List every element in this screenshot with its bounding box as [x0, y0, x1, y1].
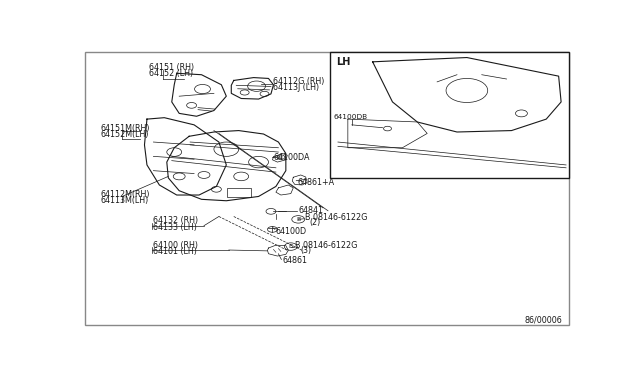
Text: 64100D: 64100D: [276, 227, 307, 236]
Text: 86/00006: 86/00006: [525, 315, 563, 324]
Text: 64841: 64841: [298, 206, 323, 215]
Text: 64151 (RH): 64151 (RH): [150, 63, 195, 72]
Text: 64100 (RH): 64100 (RH): [154, 241, 198, 250]
Bar: [227, 189, 251, 197]
Bar: [330, 52, 568, 178]
Text: (3): (3): [300, 246, 311, 255]
Text: 64152 (LH): 64152 (LH): [150, 69, 193, 78]
Text: 64152M(LH): 64152M(LH): [101, 130, 149, 139]
Text: 64861+A: 64861+A: [297, 178, 334, 187]
Text: 64861: 64861: [282, 256, 307, 265]
Text: B: B: [296, 217, 300, 222]
Text: B 08146-6122G: B 08146-6122G: [295, 241, 358, 250]
Text: 64151M(RH): 64151M(RH): [101, 124, 150, 133]
Text: (2): (2): [310, 218, 321, 227]
Text: 64100DA: 64100DA: [273, 153, 310, 162]
Text: 64101 (LH): 64101 (LH): [154, 247, 197, 256]
Text: LH: LH: [337, 57, 351, 67]
Text: 64100DB: 64100DB: [334, 114, 368, 120]
Text: 64112G (RH): 64112G (RH): [273, 77, 325, 86]
Text: B 08146-6122G: B 08146-6122G: [305, 212, 367, 222]
Text: 64132 (RH): 64132 (RH): [154, 216, 198, 225]
Text: 64133 (LH): 64133 (LH): [154, 222, 197, 232]
Text: 64112M(RH): 64112M(RH): [101, 190, 150, 199]
Text: 64113J (LH): 64113J (LH): [273, 83, 319, 92]
Text: 64113M(LH): 64113M(LH): [101, 196, 149, 205]
Text: B: B: [289, 244, 293, 249]
